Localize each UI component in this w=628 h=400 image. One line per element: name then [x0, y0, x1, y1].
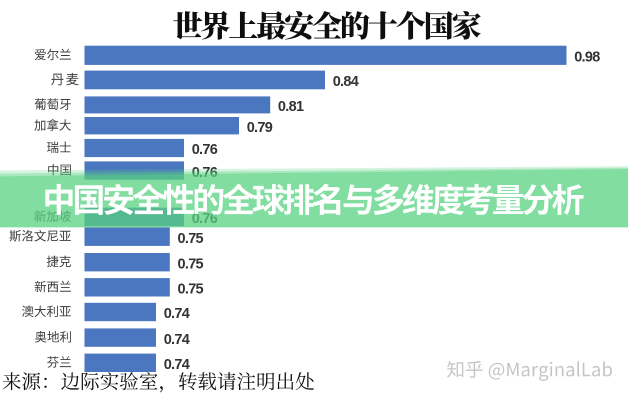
- svg-text:0.75: 0.75: [178, 231, 204, 247]
- svg-text:0.79: 0.79: [247, 120, 273, 136]
- svg-text:0.84: 0.84: [333, 74, 359, 90]
- svg-text:0.74: 0.74: [164, 357, 190, 373]
- svg-text:0.98: 0.98: [574, 50, 600, 66]
- svg-text:0.75: 0.75: [178, 256, 204, 272]
- svg-text:0.76: 0.76: [192, 142, 218, 158]
- svg-text:0.75: 0.75: [178, 282, 204, 298]
- svg-text:0.74: 0.74: [164, 332, 190, 348]
- svg-text:0.74: 0.74: [164, 306, 190, 322]
- svg-text:0.81: 0.81: [278, 99, 304, 115]
